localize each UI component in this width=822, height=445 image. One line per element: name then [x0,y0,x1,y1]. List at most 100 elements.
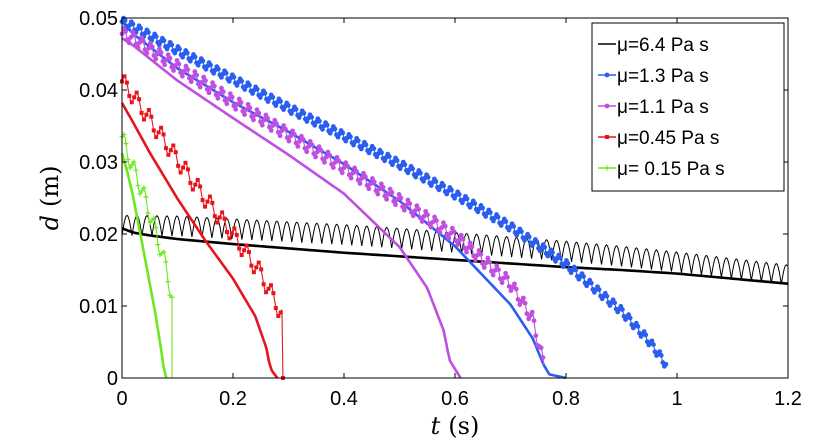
series-3-marker [146,108,151,113]
series-1-marker [122,18,128,23]
series-2-marker [520,295,526,301]
series-3-marker [195,177,200,182]
series-1-marker [285,102,291,108]
series-3-marker [122,74,127,79]
series-2-marker [144,50,150,56]
series-3-markers [120,74,285,380]
series-1-marker [526,234,532,240]
x-tick-label: 0.4 [330,388,358,410]
series-4-marker [135,183,141,189]
series-1-marker [332,126,338,132]
series-2-marker [416,206,421,212]
series-3-marker [220,210,225,215]
series-2-marker [350,170,356,176]
series-2-marker [282,126,288,132]
series-2-marker [286,138,292,144]
series-1-marker [239,78,245,84]
series-2-marker [171,68,176,73]
series-2-marker [295,143,301,149]
series-4-marker [125,157,131,163]
series-4-marker [169,294,175,300]
series-2 [119,25,546,379]
legend-label-2: μ=1.1 Pa s [617,97,709,118]
series-1-marker [153,34,159,39]
series-1-marker [663,361,669,367]
series-2-marker [485,255,491,261]
series-2-marker [504,274,510,280]
series-3-marker [183,160,188,165]
series-1-marker [581,274,586,279]
series-1-marker [534,239,540,245]
series-2-marker [540,355,546,360]
series-2-marker [368,181,374,187]
legend-item-1: μ=1.3 Pa s [598,66,709,87]
series-1-marker [619,307,625,312]
series-1-markers [119,15,669,369]
series-2-marker [242,112,247,117]
series-1-marker [487,210,493,215]
series-1-marker [464,196,470,202]
series-1-marker [301,110,307,116]
legend-marker-4 [604,165,610,171]
series-3-marker [163,146,168,151]
series-2-marker [297,138,302,144]
series-3-marker [124,80,129,85]
legend-item-2: μ=1.1 Pa s [598,97,709,118]
series-2-marker [158,50,164,55]
series-1-marker [410,166,415,172]
series-3-marker [207,194,212,199]
series-2-marker [176,61,182,67]
series-2-marker [140,38,146,44]
series-2-markers [119,25,546,360]
series-3-marker [271,291,276,296]
x-tick-label: 1.2 [774,388,802,410]
x-tick-label: 0.2 [219,388,247,410]
series-3-marker [212,214,217,219]
legend-label-0: μ=6.4 Pa s [617,35,709,56]
series-2-marker [425,212,430,218]
legend-marker-2 [604,103,610,109]
series-2-marker [291,131,297,137]
series-3-marker [134,90,139,95]
series-1-marker [657,349,663,355]
series-3-marker [251,270,256,275]
y-tick-label: 0.02 [79,224,118,246]
series-4-marker [141,185,147,191]
series-2-marker [464,249,469,255]
series-2-marker [341,165,347,171]
series-2-marker [499,280,505,286]
series-2-marker [362,174,368,180]
series-2-marker [313,154,318,160]
series-4-marker [165,279,171,285]
series-1-marker [208,62,213,68]
series-4-marker [153,225,159,231]
series-2-marker [433,218,439,223]
series-3-marker [232,226,237,231]
series-3-marker [225,230,230,235]
series-3-marker [227,236,232,241]
series-3-marker [178,170,183,175]
series-1-marker [557,255,563,261]
y-axis-label: d (m) [36,166,64,231]
series-2-marker [451,229,457,235]
series-1-marker [658,352,664,358]
series-1-marker [192,54,198,60]
series-1-marker [363,142,369,148]
series-1-marker [254,86,260,92]
y-tick-label: 0 [107,368,118,390]
series-2-marker [531,318,537,324]
series-3-marker [171,143,176,148]
series-2-marker [512,281,517,287]
series-3-marker [249,263,254,268]
series-3-marker [198,184,203,189]
series-3-marker [229,231,234,236]
series-3-marker [278,310,283,315]
legend-label-4: μ= 0.15 Pa s [617,159,725,180]
series-3-smooth-line [120,102,279,379]
tick-layer: 0 0.2 0.4 0.6 0.8 1 1.2 0 0.01 0.02 0.03 0.04 0.05 [79,8,802,410]
series-2-marker [389,190,395,195]
series-4-marker [137,191,143,197]
series-4-marker [143,194,149,200]
legend-marker-3 [605,135,609,139]
series-2-marker [473,257,478,263]
